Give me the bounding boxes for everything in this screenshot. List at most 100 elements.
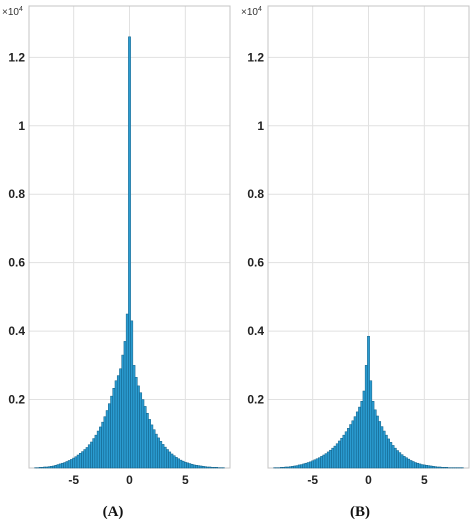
histogram-bar-b-67 [422, 464, 426, 469]
y-tick-label-a-5: 1.2 [8, 50, 25, 64]
histogram-bar-a-52 [150, 424, 154, 469]
histogram-bar-b-51 [387, 438, 390, 469]
histogram-bar-b-30 [340, 437, 344, 469]
histogram-bar-b-41 [364, 365, 368, 469]
histogram-bar-a-73 [197, 465, 201, 469]
histogram-bar-b-60 [407, 458, 411, 469]
histogram-bar-a-12 [61, 462, 64, 469]
histogram-bar-a-28 [96, 430, 100, 469]
histogram-bar-b-18 [313, 459, 317, 469]
histogram-bar-b-34 [349, 424, 352, 469]
histogram-bar-b-6 [286, 466, 290, 469]
histogram-bar-b-16 [309, 461, 312, 469]
histogram-bar-a-18 [74, 456, 78, 469]
histogram-bar-b-28 [335, 443, 339, 469]
histogram-bar-b-58 [402, 456, 406, 469]
y-tick-label-a-0: 0.2 [8, 393, 25, 407]
histogram-bar-a-78 [208, 466, 212, 469]
histogram-bar-a-70 [190, 463, 194, 469]
histogram-bar-a-13 [63, 462, 67, 469]
y-tick-label-b-1: 0.4 [247, 324, 264, 338]
histogram-bar-a-35 [112, 388, 116, 469]
histogram-bar-b-20 [318, 457, 321, 469]
histogram-bar-b-77 [445, 467, 449, 469]
histogram-bar-a-15 [67, 460, 71, 469]
histogram-bar-a-8 [52, 465, 55, 469]
histogram-bar-b-48 [380, 426, 384, 469]
histogram-bar-b-12 [300, 464, 303, 469]
histogram-bar-b-54 [393, 447, 397, 469]
histogram-bar-b-69 [427, 465, 431, 469]
histogram-bar-b-39 [360, 401, 364, 469]
histogram-bar-a-69 [188, 463, 192, 469]
histogram-bar-a-26 [92, 438, 96, 469]
histogram-bar-a-29 [99, 426, 102, 469]
histogram-bar-b-19 [315, 458, 319, 469]
histogram-bar-a-59 [166, 449, 169, 469]
histogram-bar-a-31 [103, 416, 107, 469]
y-tick-label-a-2: 0.6 [8, 256, 25, 270]
histogram-bar-a-66 [181, 460, 185, 469]
histogram-bar-a-5 [45, 466, 49, 469]
histogram-bar-a-45 [134, 377, 138, 469]
histogram-bar-b-59 [405, 457, 408, 469]
histogram-bar-b-15 [306, 462, 310, 469]
histogram-bar-a-61 [170, 453, 174, 469]
histogram-bar-a-77 [206, 466, 210, 469]
histogram-bar-a-34 [110, 395, 114, 469]
histogram-bar-b-31 [342, 434, 346, 469]
histogram-bar-a-27 [94, 434, 98, 469]
histogram-bar-a-74 [199, 465, 203, 469]
histogram-bar-b-75 [440, 467, 444, 469]
histogram-bar-a-30 [101, 421, 105, 469]
histogram-bar-b-49 [382, 430, 386, 469]
histogram-bar-a-9 [54, 465, 58, 469]
histogram-bar-b-56 [398, 452, 402, 469]
histogram-bar-a-38 [119, 368, 122, 469]
histogram-bar-b-61 [409, 460, 413, 469]
histogram-bar-a-44 [132, 365, 136, 469]
histogram-bar-a-16 [70, 459, 73, 469]
histogram-bar-a-67 [183, 461, 187, 469]
histogram-bar-b-46 [376, 415, 379, 469]
histogram-bar-b-8 [291, 466, 294, 469]
histogram-bar-a-10 [56, 464, 60, 469]
histogram-bar-b-35 [351, 420, 355, 469]
x-tick-label-a-1: 0 [126, 473, 133, 487]
y-tick-label-a-1: 0.4 [8, 324, 25, 338]
histogram-bar-a-4 [43, 466, 46, 469]
histogram-bar-a-17 [72, 457, 76, 469]
histogram-bar-b-29 [338, 440, 341, 469]
histogram-bar-b-57 [400, 454, 404, 469]
histogram-bar-b-27 [333, 445, 337, 469]
histogram-bar-b-76 [443, 467, 446, 469]
y-tick-label-b-2: 0.6 [247, 256, 264, 270]
histogram-bar-a-72 [195, 465, 198, 469]
histogram-bar-b-22 [322, 454, 326, 469]
histogram-bar-a-71 [192, 464, 196, 469]
histogram-bar-b-66 [420, 464, 424, 469]
histogram-bar-b-74 [438, 466, 442, 469]
panel-label-b: (B) [350, 504, 370, 520]
histogram-bar-a-14 [65, 461, 69, 469]
histogram-bar-a-58 [163, 446, 167, 469]
histogram-bar-a-19 [76, 454, 80, 469]
histogram-bar-a-62 [172, 455, 176, 469]
histogram-bar-b-21 [320, 456, 323, 469]
histogram-bar-a-42 [128, 36, 131, 469]
histogram-bar-a-7 [49, 466, 53, 469]
histogram-bar-b-24 [326, 451, 330, 469]
histogram-bar-b-9 [293, 465, 297, 469]
histogram-bar-b-64 [416, 462, 419, 469]
histogram-bar-b-70 [429, 465, 433, 469]
panel-label-a: (A) [103, 504, 124, 520]
histogram-bar-a-37 [116, 375, 120, 469]
histogram-bar-b-33 [347, 428, 350, 469]
y-tick-label-a-3: 0.8 [8, 187, 25, 201]
histogram-bar-b-72 [434, 466, 437, 469]
histogram-bar-a-11 [58, 463, 62, 469]
histogram-bar-a-60 [168, 451, 172, 469]
histogram-bar-b-4 [282, 467, 285, 469]
panel-a: 0.2 0.4 0.6 0.8 1 1.2 -5 0 5 ×104 [2, 5, 231, 487]
x-tick-label-b-1: 0 [365, 473, 372, 487]
